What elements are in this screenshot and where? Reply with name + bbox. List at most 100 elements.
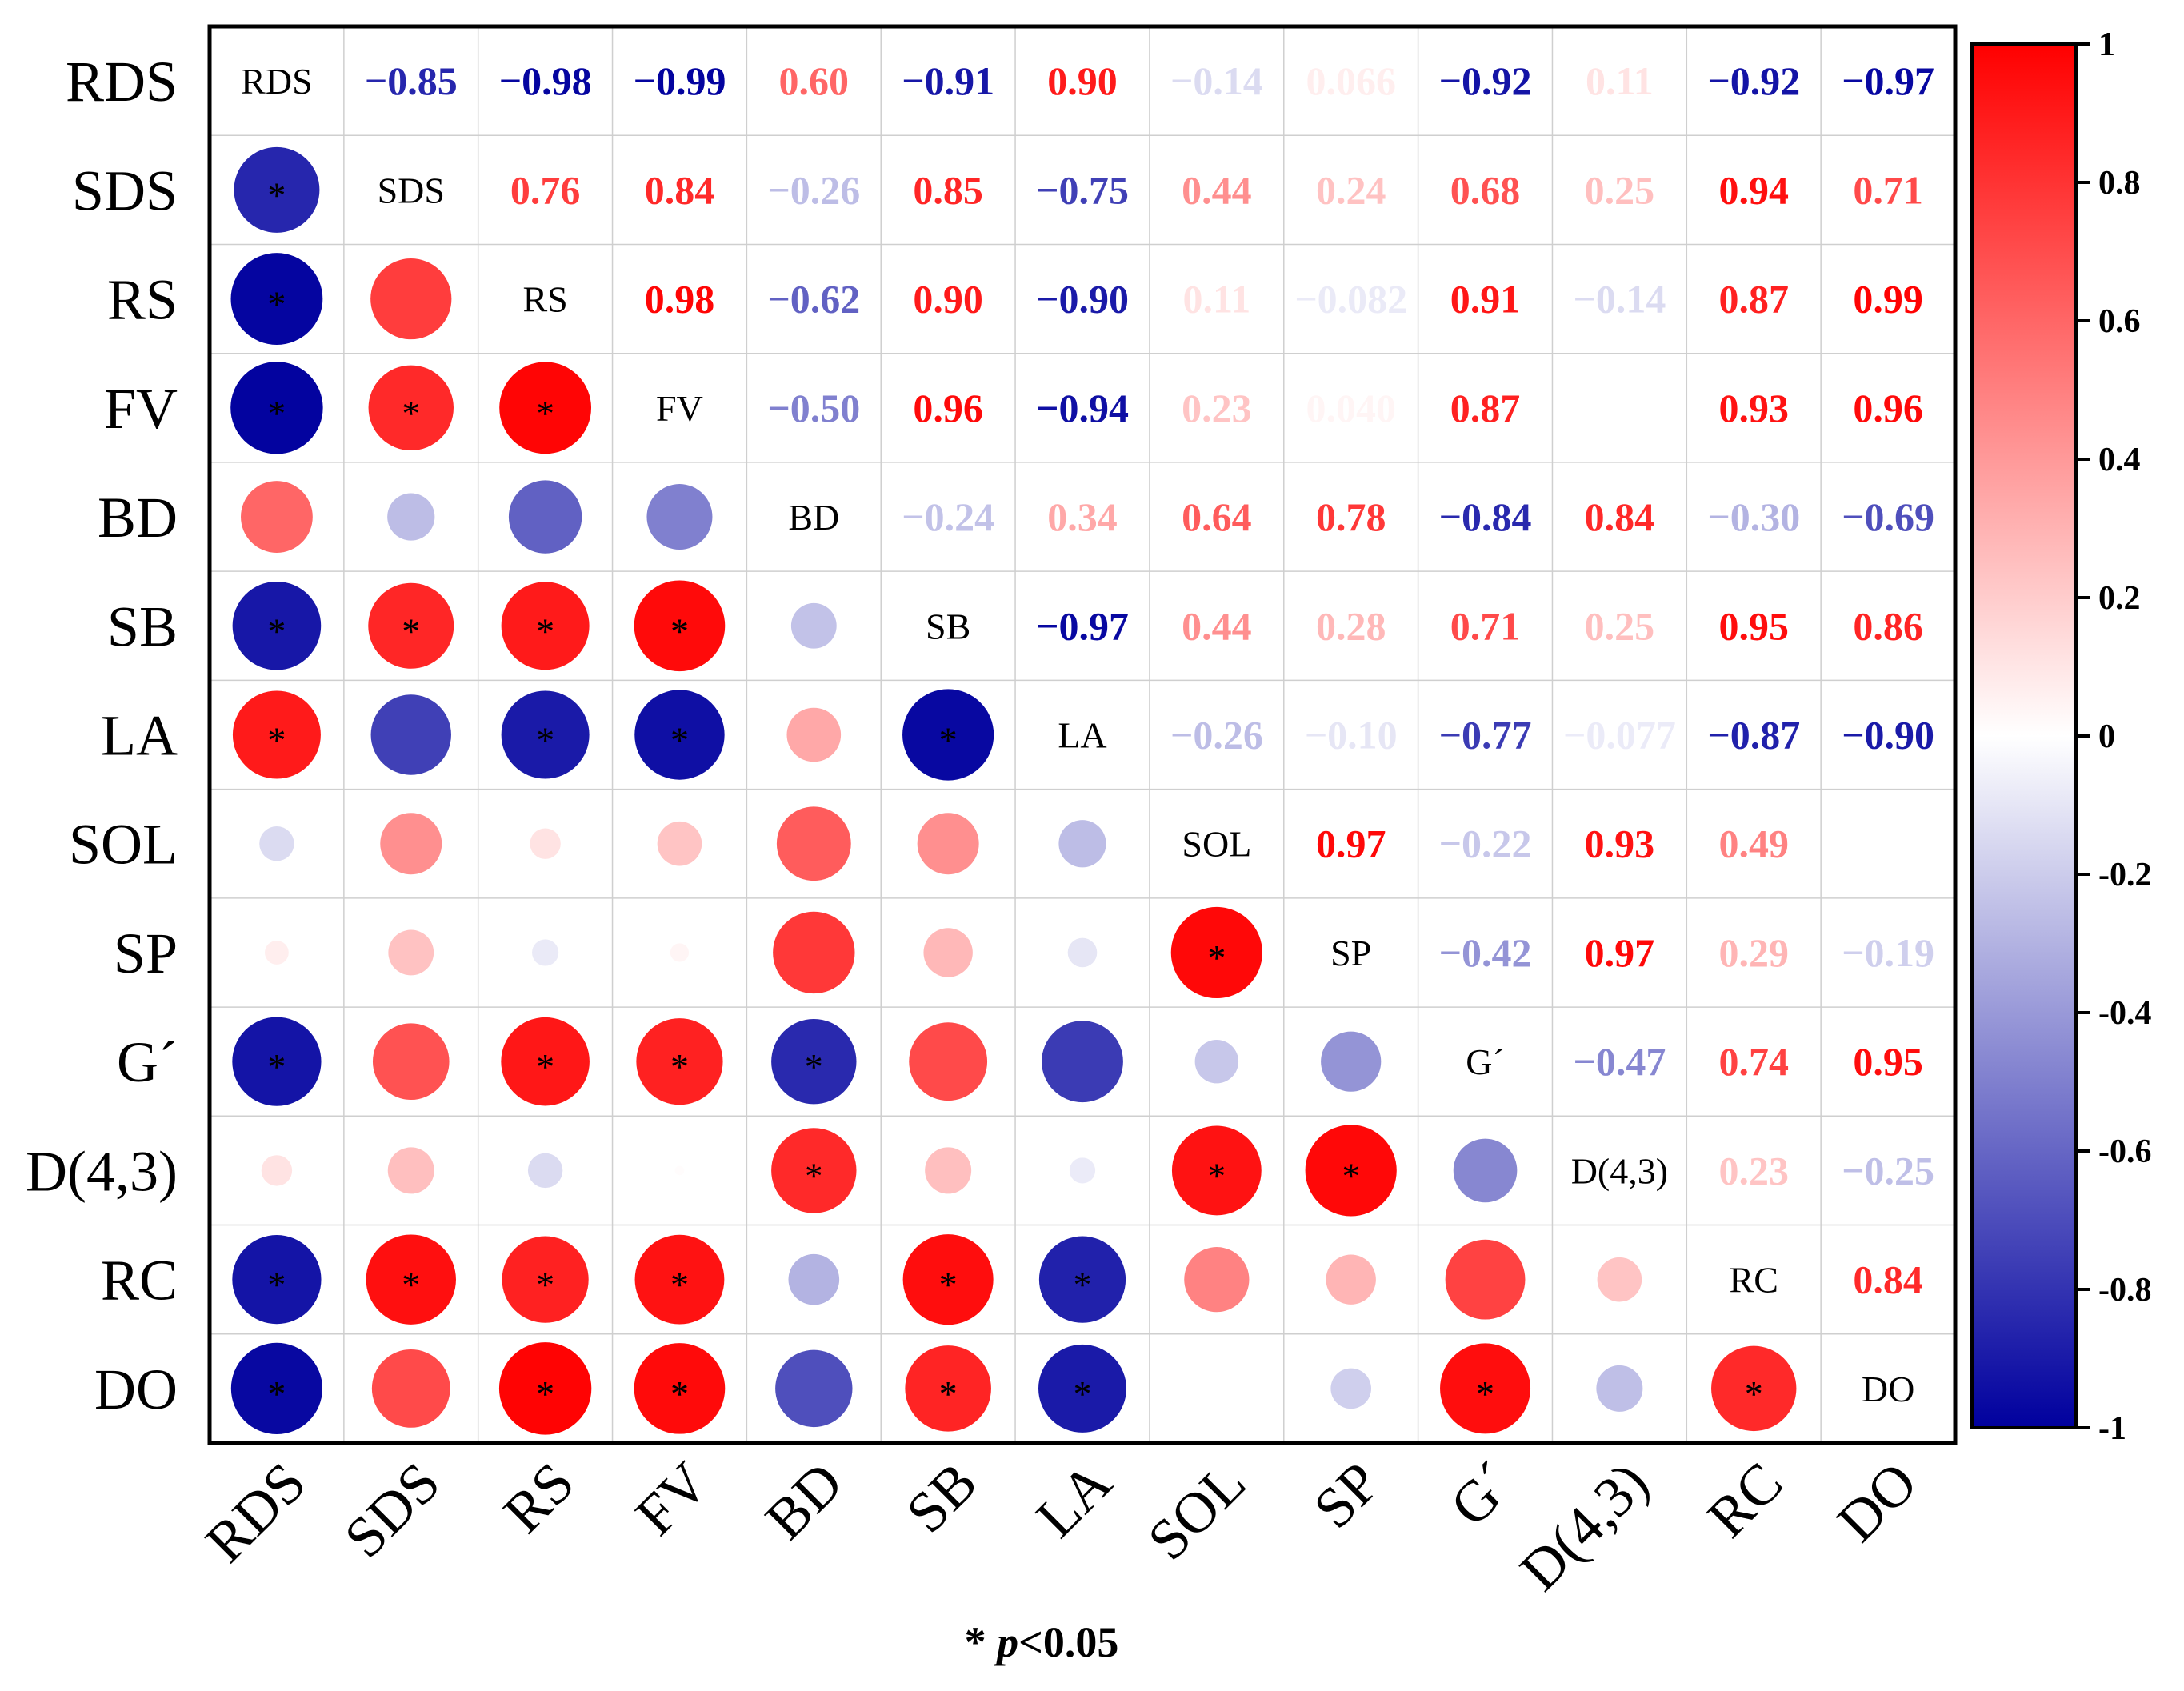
correlation-value: −0.97 [1036,603,1129,648]
correlation-circle [636,1018,723,1105]
correlation-circle [388,929,434,976]
correlation-value: −0.90 [1036,277,1129,322]
correlation-value: −0.26 [1170,713,1263,758]
correlation-value: 0.98 [645,277,715,322]
correlation-value: 0.99 [1853,277,1923,322]
diagonal-label: BD [788,497,839,538]
correlation-value: 0.95 [1718,603,1789,648]
correlation-circle [786,707,842,762]
significance-star: * [805,1155,823,1196]
row-label: SDS [72,158,178,222]
significance-star: * [267,720,286,761]
correlation-circle [1711,1345,1797,1432]
diagonal-label: SB [926,606,970,646]
correlation-value: −0.85 [365,58,458,103]
colorbar-tick-label: 0.4 [2098,442,2141,478]
correlation-value: 0.25 [1585,167,1655,212]
correlation-value: −0.98 [499,58,592,103]
correlation-value: 0.76 [510,167,581,212]
diagonal-label: SDS [378,170,445,210]
significance-star: * [536,1265,554,1305]
row-label: LA [101,704,178,768]
correlation-circle [501,690,590,779]
correlation-circle [366,1234,456,1325]
colorbar-gradient [1970,42,2078,1429]
correlation-value: −0.90 [1842,713,1934,758]
correlation-circle [1440,1343,1531,1434]
row-label: BD [98,486,178,550]
significance-star: * [1342,1155,1360,1196]
correlation-value: 0.94 [1718,167,1789,212]
matrix-cells: RDS −0.85 −0.98 −0.99 0.60 −0.91 0.90 −0.14 0.06… [230,58,1934,1435]
correlation-circle [775,1349,853,1428]
correlation-value: −0.25 [1842,1148,1934,1193]
significance-star: * [402,393,420,434]
correlation-value: −0.14 [1170,58,1263,103]
correlation-circle [646,484,713,550]
correlation-value: 0.84 [645,167,715,212]
correlation-value: 0.93 [1585,822,1655,866]
correlation-circle [902,689,994,781]
significance-star: * [402,1265,420,1305]
correlation-value: −0.94 [1036,386,1129,430]
correlation-value: 0.49 [1718,822,1789,866]
correlation-value: −0.84 [1439,494,1532,539]
correlation-circle [498,1342,592,1435]
correlation-circle [1326,1254,1376,1305]
correlation-circle [387,493,435,541]
correlation-circle [370,258,452,340]
significance-star: * [1745,1373,1763,1414]
significance-star: * [267,393,286,434]
colorbar-tick-label: 0.2 [2098,580,2141,617]
correlation-value: −0.99 [633,58,726,103]
correlation-value: 0.93 [1718,386,1789,430]
correlation-circle [634,1234,725,1325]
correlation-circle [1453,1138,1518,1203]
correlation-circle [1067,937,1098,968]
significance-star: * [267,1265,286,1305]
significance-star: * [670,1046,689,1087]
correlation-value: −0.91 [902,58,994,103]
correlation-circle [670,943,690,962]
correlation-value: 0.87 [1450,386,1521,430]
correlation-circle [1321,1031,1382,1092]
significance-star: * [670,610,689,651]
correlation-value: −0.22 [1439,822,1532,866]
correlation-value: 0.84 [1585,494,1655,539]
correlation-circle [368,365,454,451]
correlation-value: 0.71 [1853,167,1923,212]
correlation-value: 0.96 [1853,386,1923,430]
correlation-circle [657,821,702,866]
diagonal-label: LA [1058,715,1106,756]
diagonal-label: G´ [1466,1041,1505,1082]
diagonal-label: FV [656,388,703,429]
correlation-value: 0.040 [1306,386,1396,430]
correlation-circle [788,1253,840,1305]
row-label: RS [107,268,178,332]
significance-star: * [1074,1373,1092,1414]
correlation-circle [265,941,289,965]
correlation-circle [1038,1236,1126,1323]
correlation-value: −0.24 [902,494,994,539]
significance-star: * [670,1373,689,1414]
significance-star: * [939,1373,958,1414]
correlation-value: −0.62 [767,277,860,322]
correlation-value: 0.64 [1182,494,1252,539]
significance-star: * [1207,937,1226,978]
significance-star: * [536,393,554,434]
correlation-value: −0.14 [1573,277,1666,322]
correlation-circle [925,1147,972,1194]
correlation-value: 0.74 [1718,1039,1789,1084]
correlation-circle [1597,1257,1642,1302]
matrix-frame [207,24,1958,1445]
correlation-value: 0.97 [1585,930,1655,975]
correlation-circle [902,1234,994,1325]
correlation-value: −0.75 [1036,167,1129,212]
row-label: FV [104,377,178,441]
significance-star: * [402,610,420,651]
correlation-value: 0.23 [1182,386,1252,430]
correlation-value: −0.10 [1305,713,1398,758]
significance-star: * [267,610,286,651]
correlation-circle [674,1165,685,1176]
